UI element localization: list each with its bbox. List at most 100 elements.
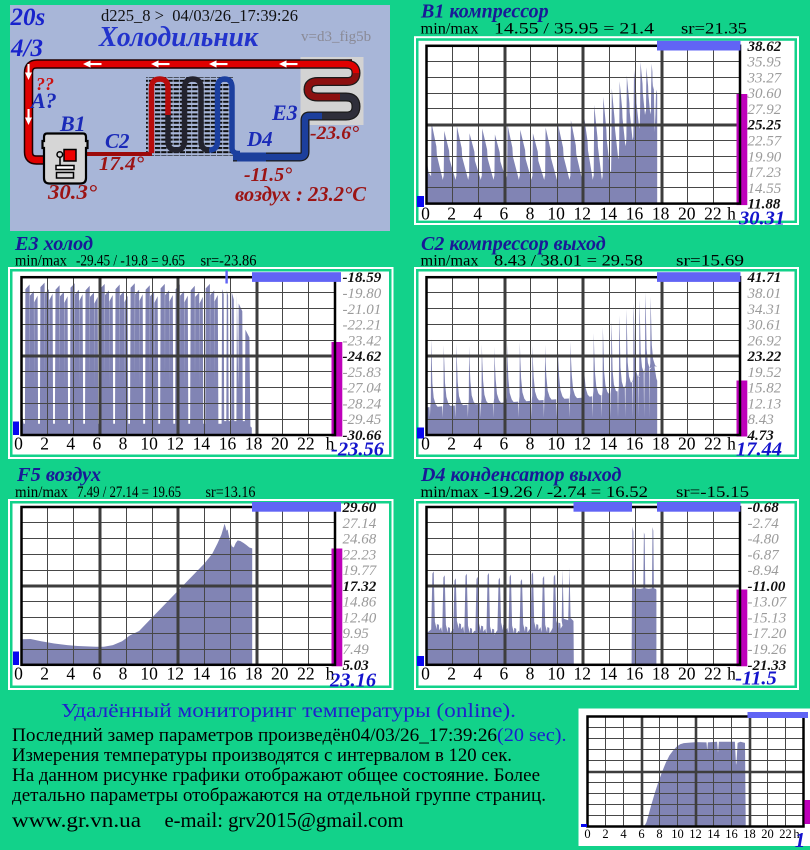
- svg-text:20: 20: [678, 204, 696, 224]
- svg-text:35.95: 35.95: [747, 55, 782, 71]
- svg-text:sr=15.69: sr=15.69: [676, 253, 744, 270]
- svg-text:9.95: 9.95: [343, 626, 370, 642]
- svg-text:F5 воздух: F5 воздух: [16, 464, 101, 486]
- svg-text:4: 4: [66, 434, 75, 454]
- svg-text:4: 4: [66, 664, 75, 684]
- svg-text:2: 2: [40, 434, 49, 454]
- svg-text:6: 6: [638, 827, 644, 841]
- svg-text:E3: E3: [271, 100, 298, 125]
- svg-text:20: 20: [271, 434, 289, 454]
- svg-text:16: 16: [626, 434, 644, 454]
- svg-text:8: 8: [119, 664, 128, 684]
- svg-text:22: 22: [704, 434, 722, 454]
- svg-text:14: 14: [193, 664, 211, 684]
- svg-text:0: 0: [421, 664, 430, 684]
- svg-text:30.3°: 30.3°: [47, 180, 98, 204]
- svg-text:-11.5: -11.5: [735, 668, 777, 690]
- svg-text:h: h: [793, 827, 800, 841]
- svg-text:20s: 20s: [10, 4, 46, 31]
- svg-text:10: 10: [140, 434, 158, 454]
- svg-text:-25.83: -25.83: [343, 365, 382, 381]
- svg-text:d225_8 > 04/03/26_17:39:26: d225_8 > 04/03/26_17:39:26: [101, 6, 298, 25]
- svg-text:14: 14: [600, 664, 618, 684]
- svg-text:-2.74: -2.74: [748, 516, 780, 532]
- svg-text:6: 6: [500, 204, 509, 224]
- svg-text:D4: D4: [246, 127, 273, 151]
- svg-text:h: h: [727, 204, 736, 224]
- svg-text:h: h: [326, 434, 335, 454]
- svg-text:34.31: 34.31: [747, 302, 782, 318]
- svg-text:10: 10: [547, 204, 565, 224]
- svg-text:14.55 / 35.95 = 21.4: 14.55 / 35.95 = 21.4: [494, 21, 654, 38]
- svg-text:12: 12: [167, 434, 185, 454]
- svg-text:16: 16: [219, 434, 237, 454]
- svg-text:детально параметры отображаютс: детально параметры отображаются на отдел…: [12, 785, 546, 806]
- svg-text:33.27: 33.27: [747, 70, 783, 86]
- svg-text:30.31: 30.31: [738, 208, 785, 230]
- svg-text:sr=-15.15: sr=-15.15: [676, 484, 749, 501]
- svg-text:18: 18: [652, 664, 670, 684]
- svg-text:-23.6°: -23.6°: [310, 123, 359, 144]
- svg-text:воздух : 23.2°C: воздух : 23.2°C: [235, 182, 367, 206]
- svg-text:-19.80: -19.80: [343, 286, 382, 302]
- svg-text:16: 16: [725, 827, 738, 841]
- svg-text:17.44: 17.44: [736, 439, 782, 461]
- svg-text:7.49: 7.49: [343, 642, 370, 658]
- svg-text:-23.42: -23.42: [343, 333, 382, 349]
- svg-text:2: 2: [447, 434, 456, 454]
- svg-text:-29.45: -29.45: [343, 412, 382, 428]
- svg-text:20: 20: [761, 827, 774, 841]
- svg-text:(20 sec).: (20 sec).: [497, 725, 567, 746]
- svg-text:4/3: 4/3: [10, 35, 43, 62]
- svg-text:12: 12: [574, 664, 592, 684]
- svg-text:8: 8: [526, 204, 535, 224]
- svg-text:12: 12: [689, 827, 702, 841]
- svg-text:8: 8: [656, 827, 662, 841]
- svg-text:10: 10: [547, 664, 565, 684]
- svg-text:-15.13: -15.13: [748, 610, 787, 626]
- svg-text:22: 22: [779, 827, 792, 841]
- svg-text:29.60: 29.60: [342, 500, 377, 516]
- svg-text:11.88: 11.88: [748, 197, 781, 213]
- svg-text:C2: C2: [105, 129, 130, 153]
- svg-text:-17.20: -17.20: [748, 626, 787, 642]
- svg-text:-21.01: -21.01: [343, 302, 382, 318]
- svg-text:4: 4: [473, 664, 482, 684]
- svg-text:-28.24: -28.24: [343, 396, 382, 412]
- svg-text:Последний замер параметров про: Последний замер параметров произведён04/…: [12, 725, 497, 746]
- svg-text:Удалённый мониторинг температу: Удалённый мониторинг температуры (online…: [61, 700, 516, 722]
- svg-text:7.49 / 27.14 = 19.65: 7.49 / 27.14 = 19.65: [77, 484, 181, 501]
- svg-text:8.43: 8.43: [748, 412, 774, 428]
- svg-text:e-mail: grv2015@gmail.com: e-mail: grv2015@gmail.com: [165, 808, 404, 832]
- svg-text:10: 10: [671, 827, 684, 841]
- svg-text:min/max: min/max: [421, 253, 479, 270]
- svg-text:min/max: min/max: [15, 253, 67, 270]
- svg-text:41.71: 41.71: [747, 270, 782, 286]
- svg-text:18: 18: [652, 204, 670, 224]
- svg-text:20: 20: [678, 664, 696, 684]
- svg-text:18: 18: [245, 664, 263, 684]
- svg-text:4.73: 4.73: [747, 428, 775, 444]
- svg-text:6: 6: [500, 664, 509, 684]
- svg-text:4: 4: [620, 827, 627, 841]
- svg-text:0: 0: [14, 664, 23, 684]
- svg-text:20: 20: [678, 434, 696, 454]
- svg-text:Измерения температуры произво: Измерения температуры производятся с инт…: [12, 745, 512, 766]
- svg-text:12: 12: [574, 204, 592, 224]
- svg-text:17.4°: 17.4°: [99, 153, 144, 175]
- svg-text:16: 16: [626, 204, 644, 224]
- svg-text:C2 компрессор выход: C2 компрессор выход: [421, 233, 606, 255]
- svg-text:min/max: min/max: [15, 484, 68, 501]
- svg-text:-11.00: -11.00: [748, 579, 786, 595]
- svg-text:h: h: [727, 434, 736, 454]
- svg-text:h: h: [326, 664, 335, 684]
- svg-text:22: 22: [297, 434, 315, 454]
- svg-text:sr=-23.86: sr=-23.86: [201, 253, 257, 270]
- svg-text:22: 22: [704, 204, 722, 224]
- svg-text:0: 0: [14, 434, 23, 454]
- svg-text:-4.80: -4.80: [748, 532, 780, 548]
- svg-text:14: 14: [600, 434, 618, 454]
- svg-text:sr=21.35: sr=21.35: [681, 21, 747, 38]
- svg-text:1: 1: [795, 828, 806, 850]
- svg-text:-11.5°: -11.5°: [244, 164, 292, 186]
